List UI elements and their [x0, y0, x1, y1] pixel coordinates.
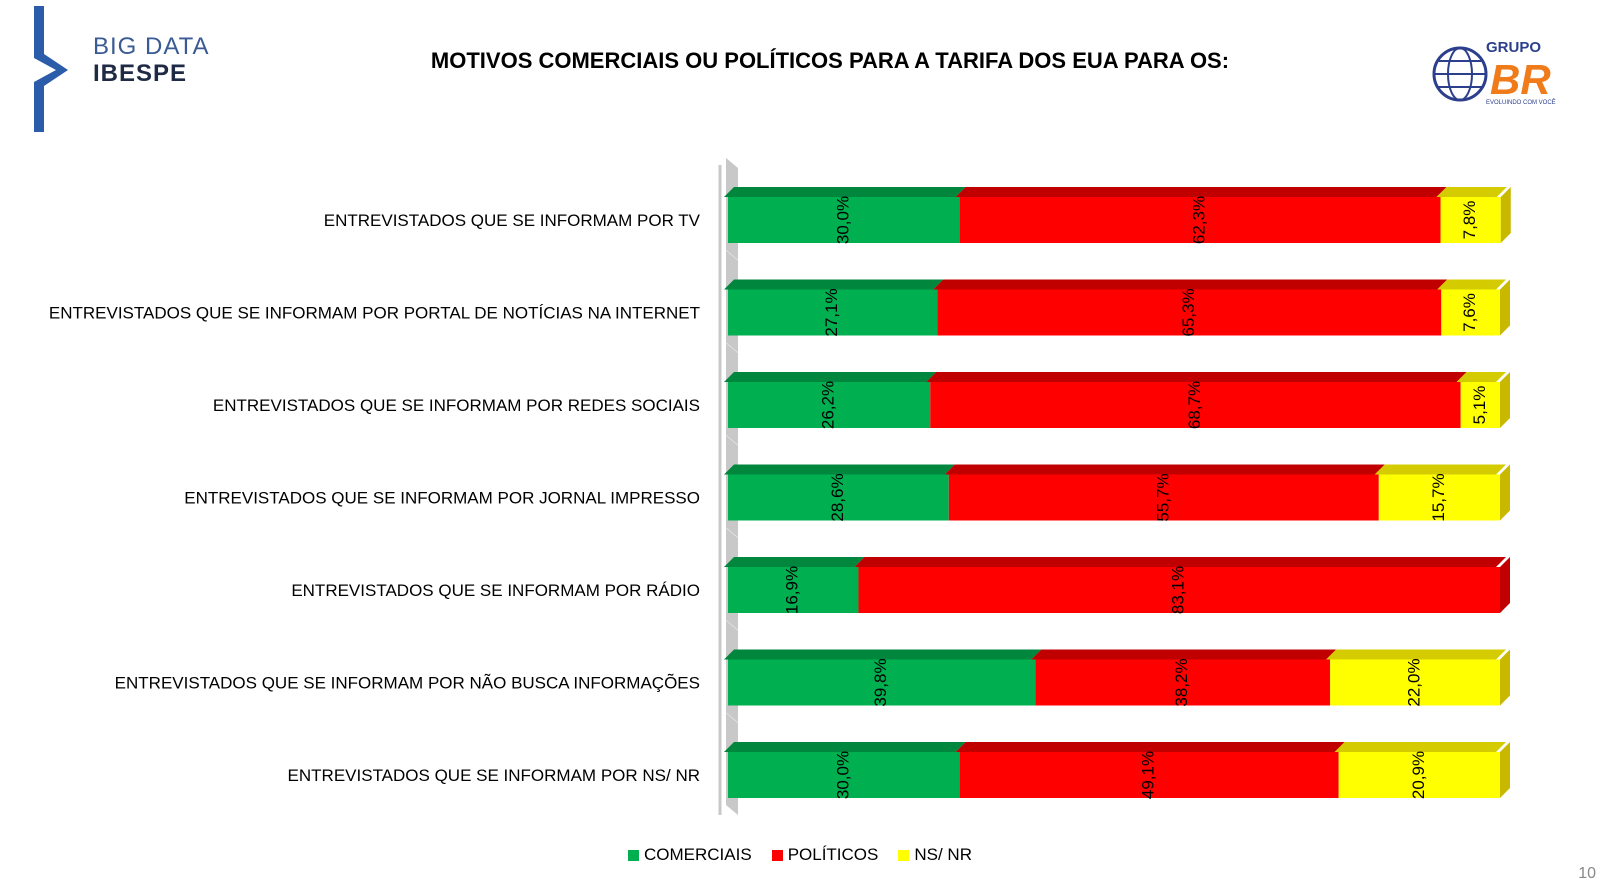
category-label: ENTREVISTADOS QUE SE INFORMAM POR PORTAL… [49, 304, 700, 323]
bar-segment-top [724, 187, 966, 197]
data-label: 20,9% [1409, 751, 1428, 799]
bar-segment-top [1031, 649, 1337, 660]
legend-label: COMERCIAIS [644, 845, 752, 864]
bar-segment [728, 659, 1036, 706]
data-label: 16,9% [783, 566, 802, 614]
bar-segment-side [1500, 372, 1510, 428]
data-label: 15,7% [1429, 473, 1448, 521]
brand-logo-line1: BIG DATA [93, 33, 210, 60]
data-label: 83,1% [1169, 566, 1188, 614]
partner-logo-main-text: BR [1490, 56, 1551, 103]
bar-segment [728, 752, 960, 798]
legend-item: POLÍTICOS [771, 845, 879, 865]
chart-category-labels: ENTREVISTADOS QUE SE INFORMAM POR TV ENTR… [49, 211, 701, 785]
legend-swatch [628, 849, 639, 861]
legend-item: NS/ NR [898, 845, 972, 865]
legend-swatch [898, 849, 910, 861]
bar-segment-side [1500, 279, 1510, 336]
legend-item: COMERCIAIS [628, 845, 752, 865]
bar-segment-top [933, 279, 1448, 290]
page-number: 10 [1578, 865, 1596, 882]
bar-segment-top [724, 372, 937, 382]
bar-segment [948, 474, 1379, 521]
data-label: 55,7% [1153, 473, 1172, 521]
chart-bars [724, 187, 1511, 798]
data-label: 22,0% [1405, 658, 1424, 706]
bar-segment [728, 474, 949, 521]
bar-segment [728, 382, 931, 428]
bar-segment-top [944, 464, 1385, 475]
bar-segment-top [854, 557, 1506, 567]
bar-segment-side [1500, 742, 1510, 798]
data-label: 30,0% [833, 751, 852, 799]
bar-segment [1035, 659, 1331, 706]
partner-logo: GRUPO BR EVOLUINDO COM VOCÊ [1432, 39, 1556, 106]
data-label: 39,8% [871, 658, 890, 706]
category-label: ENTREVISTADOS QUE SE INFORMAM POR NS/ NR [288, 766, 700, 785]
data-label: 49,1% [1139, 751, 1158, 799]
bar-segment [858, 567, 1500, 613]
data-label: 26,2% [819, 381, 838, 429]
bar-segment-top [926, 372, 1467, 382]
data-label: 30,0% [833, 196, 852, 244]
bar-segment-top [1326, 649, 1506, 660]
bar-segment-top [724, 649, 1042, 660]
category-label: ENTREVISTADOS QUE SE INFORMAM POR REDES … [213, 396, 700, 415]
legend-label: NS/ NR [914, 845, 972, 864]
page-title: MOTIVOS COMERCIAIS OU POLÍTICOS PARA A T… [430, 48, 1230, 73]
bar-segment-top [724, 464, 955, 475]
data-label: 68,7% [1185, 381, 1204, 429]
brand-logo-line2: IBESPE [93, 60, 188, 87]
bar-segment [728, 567, 859, 613]
data-label: 65,3% [1179, 288, 1198, 336]
bar-segment [1338, 752, 1500, 798]
data-label: 38,2% [1172, 658, 1191, 706]
bar-segment [959, 197, 1441, 243]
bar-segment [1440, 197, 1501, 243]
partner-logo-top-text: GRUPO [1486, 39, 1541, 56]
bar-segment [930, 382, 1461, 428]
bar-segment-top [1456, 372, 1506, 382]
partner-logo-tagline: EVOLUINDO COM VOCÊ [1486, 98, 1556, 106]
category-label: ENTREVISTADOS QUE SE INFORMAM POR NÃO BU… [115, 674, 700, 693]
category-label: ENTREVISTADOS QUE SE INFORMAM POR JORNAL… [184, 489, 700, 508]
globe-icon [1432, 46, 1488, 102]
bar-segment-top [955, 187, 1447, 197]
brand-bracket-icon [34, 6, 68, 132]
data-label: 28,6% [828, 473, 847, 521]
bar-segment-top [1437, 279, 1506, 290]
bar-segment [728, 289, 938, 336]
bar-segment-top [724, 279, 944, 290]
legend-swatch [771, 849, 783, 861]
bar-segment-top [1334, 742, 1506, 752]
bar-segment [1441, 289, 1500, 336]
data-label: 62,3% [1190, 196, 1209, 244]
bar-segment [1460, 382, 1500, 428]
legend-label: POLÍTICOS [787, 845, 879, 864]
bar-segment [959, 752, 1339, 798]
bar-segment-top [1436, 187, 1507, 197]
bar-segment-top [724, 557, 865, 567]
category-label: ENTREVISTADOS QUE SE INFORMAM POR RÁDIO [291, 581, 700, 600]
data-label: 7,6% [1460, 293, 1479, 332]
bar-segment [937, 289, 1442, 336]
data-label: 27,1% [822, 288, 841, 336]
bar-segment [1330, 659, 1500, 706]
data-label: 5,1% [1470, 386, 1489, 425]
brand-logo: BIG DATA IBESPE [93, 34, 209, 88]
bar-segment-side [1500, 464, 1510, 521]
bar-segment [728, 197, 960, 243]
bar-segment-side [1500, 557, 1510, 613]
chart-data-labels: 30,0% 62,3% 7,8% 27,1% 65,3% 7,6% 26,2% 68,7% 5,… [783, 196, 1489, 799]
bar-segment [1378, 474, 1500, 521]
bar-segment-top [1374, 464, 1506, 475]
bar-segment-top [955, 742, 1345, 752]
chart-legend: COMERCIAIS POLÍTICOS NS/ NR [0, 845, 1600, 866]
bar-segment-side [1500, 649, 1510, 706]
bar-segment-side [1500, 187, 1511, 243]
bar-segment-top [724, 742, 966, 752]
category-label: ENTREVISTADOS QUE SE INFORMAM POR TV [324, 211, 701, 230]
data-label: 7,8% [1460, 201, 1479, 240]
